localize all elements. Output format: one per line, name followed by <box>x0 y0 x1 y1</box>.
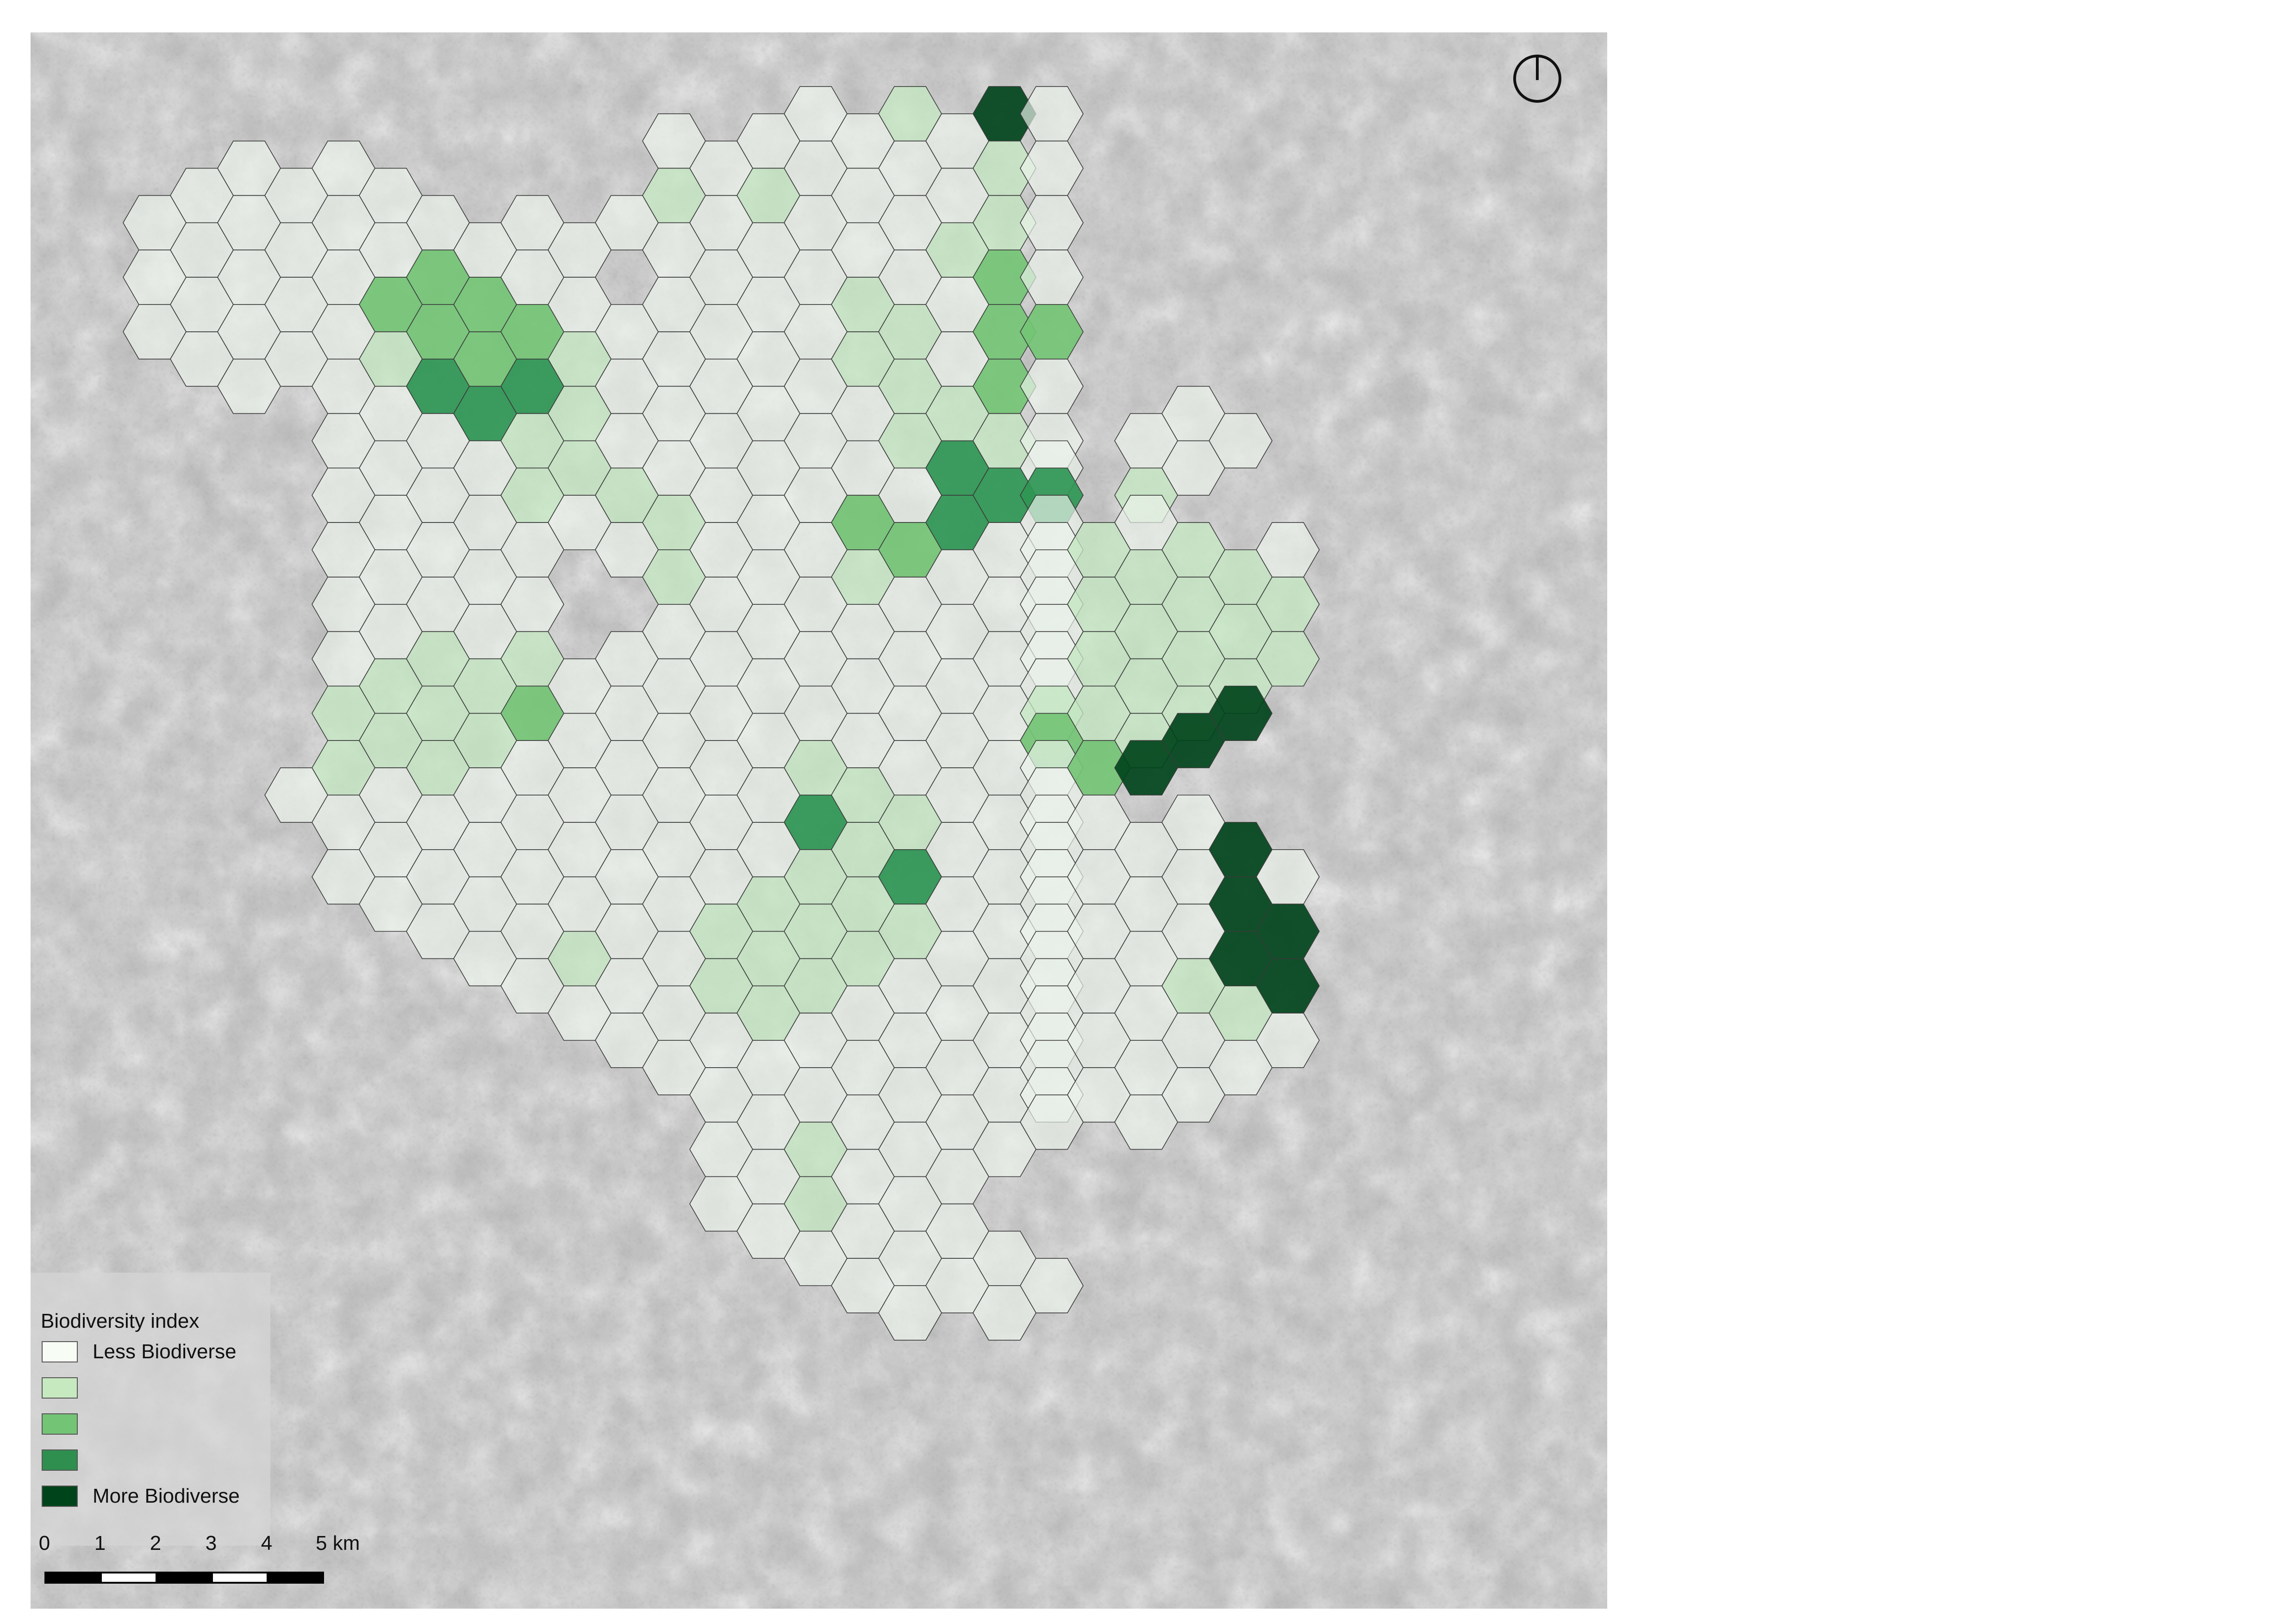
legend-swatch <box>42 1377 78 1399</box>
map-frame[interactable]: Biodiversity index Less Biodiverse More … <box>31 32 1607 1609</box>
scale-segment <box>267 1572 324 1584</box>
map-canvas[interactable] <box>31 32 1607 1609</box>
hex-cell[interactable] <box>878 1285 942 1341</box>
legend-item-more-biodiverse: More Biodiverse <box>42 1485 264 1508</box>
hex-cell[interactable] <box>973 1285 1036 1341</box>
hex-cell[interactable] <box>1114 740 1178 796</box>
scale-label-3: 3 <box>205 1532 217 1555</box>
hex-cell[interactable] <box>1114 1094 1178 1150</box>
scale-label-2: 2 <box>150 1532 162 1555</box>
legend-item-class-3 <box>42 1413 264 1436</box>
scale-label-0: 0 <box>38 1532 50 1555</box>
legend: Biodiversity index Less Biodiverse More … <box>31 1273 270 1546</box>
legend-title: Biodiversity index <box>41 1310 200 1332</box>
scale-segment <box>211 1572 268 1584</box>
scale-segment <box>44 1572 102 1584</box>
scale-segment <box>156 1572 213 1584</box>
hex-cell[interactable] <box>217 358 281 414</box>
scale-label-4: 4 <box>261 1532 273 1555</box>
legend-swatch <box>42 1486 78 1507</box>
legend-swatch <box>42 1413 78 1435</box>
scale-label-1: 1 <box>94 1532 106 1555</box>
north-arrow-icon <box>1513 55 1561 103</box>
legend-item-class-2 <box>42 1377 264 1399</box>
hexagon-grid-layer <box>123 86 1320 1341</box>
legend-item-less-biodiverse: Less Biodiverse <box>42 1340 264 1363</box>
scale-label-5: 5 km <box>316 1532 360 1555</box>
legend-swatch <box>42 1341 78 1362</box>
scale-segment <box>100 1572 157 1584</box>
legend-label: More Biodiverse <box>93 1485 240 1507</box>
legend-swatch <box>42 1449 78 1471</box>
legend-item-class-4 <box>42 1449 264 1472</box>
legend-label: Less Biodiverse <box>93 1340 237 1363</box>
scale-bar: 0 1 2 3 4 5 km <box>31 1532 401 1601</box>
